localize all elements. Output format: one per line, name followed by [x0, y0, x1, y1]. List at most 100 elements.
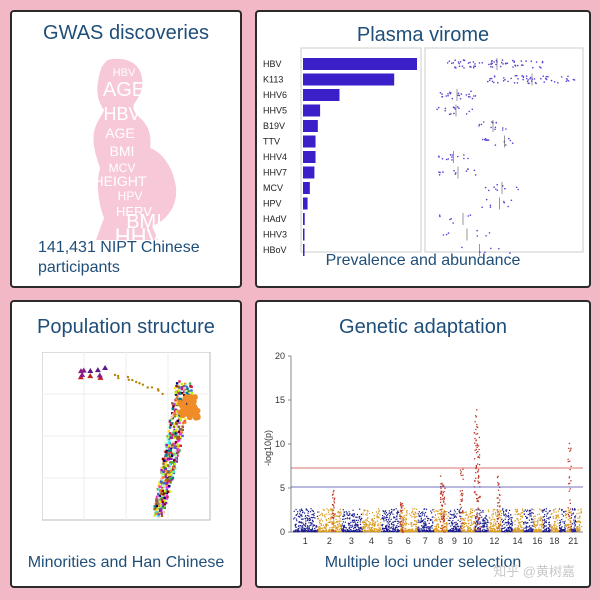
snp-point — [405, 531, 407, 533]
snp-point — [473, 510, 475, 512]
snp-point — [404, 528, 406, 530]
snp-point — [543, 525, 545, 527]
snp-point — [317, 529, 319, 531]
snp-point — [514, 520, 516, 522]
snp-point — [560, 530, 562, 532]
snp-point — [472, 515, 474, 517]
pca-point — [172, 468, 175, 472]
snp-point — [561, 509, 563, 511]
snp-point — [553, 526, 556, 528]
snp-peak-point — [460, 472, 462, 475]
snp-point — [419, 530, 422, 532]
snp-point — [567, 530, 569, 532]
snp-point — [400, 518, 402, 520]
snp-point — [464, 529, 466, 531]
pca-point — [159, 489, 162, 493]
snp-point — [478, 508, 480, 510]
snp-point — [328, 513, 330, 515]
virus-label: HBV — [263, 59, 282, 69]
pca-point — [158, 498, 162, 501]
snp-point — [526, 522, 528, 524]
snp-point — [297, 528, 299, 530]
snp-peak-point — [462, 511, 464, 513]
snp-point — [551, 513, 553, 515]
snp-point — [483, 524, 485, 526]
snp-point — [351, 530, 353, 533]
snp-peak-point — [443, 513, 445, 515]
snp-point — [522, 509, 524, 511]
snp-point — [570, 523, 572, 525]
snp-point — [428, 529, 431, 531]
snp-point — [433, 528, 435, 530]
snp-point — [336, 526, 338, 528]
snp-point — [412, 508, 414, 510]
snp-point — [335, 525, 337, 527]
abundance-point — [438, 174, 441, 176]
snp-point — [457, 525, 459, 527]
prevalence-bar — [303, 89, 340, 101]
snp-point — [475, 520, 477, 522]
snp-point — [506, 531, 508, 533]
snp-point — [388, 523, 390, 526]
abundance-point — [520, 60, 523, 62]
snp-point — [574, 521, 576, 523]
snp-point — [308, 522, 310, 524]
abundance-point — [485, 235, 487, 237]
snp-point — [511, 524, 513, 527]
snp-point — [467, 527, 469, 529]
pca-point — [175, 385, 178, 388]
pca-point — [94, 367, 101, 373]
snp-point — [353, 519, 355, 521]
snp-point — [414, 517, 416, 519]
snp-point — [493, 527, 495, 529]
snp-point — [482, 511, 484, 513]
snp-point — [331, 521, 334, 523]
snp-point — [353, 513, 355, 515]
snp-point — [468, 527, 470, 529]
abundance-point — [491, 59, 493, 62]
abundance-point — [480, 123, 483, 126]
snp-point — [507, 515, 509, 517]
snp-point — [390, 526, 392, 528]
snp-point — [349, 517, 351, 519]
snp-point — [493, 521, 495, 523]
pca-point — [163, 481, 166, 485]
snp-point — [461, 526, 463, 528]
snp-point — [374, 522, 376, 524]
snp-point — [548, 517, 550, 519]
snp-point — [485, 522, 487, 524]
abundance-point — [474, 63, 476, 65]
snp-point — [507, 523, 509, 525]
snp-point — [356, 525, 358, 527]
prevalence-bar — [303, 58, 417, 70]
snp-point — [555, 511, 557, 513]
snp-point — [318, 528, 320, 530]
snp-point — [395, 518, 397, 520]
snp-point — [354, 529, 356, 532]
snp-point — [476, 530, 478, 532]
snp-point — [411, 516, 413, 518]
snp-point — [514, 527, 516, 529]
snp-point — [574, 524, 576, 526]
snp-point — [386, 516, 388, 518]
snp-point — [423, 513, 426, 515]
abundance-point — [465, 170, 468, 172]
pca-point — [159, 504, 162, 507]
snp-point — [378, 509, 380, 511]
snp-point — [488, 531, 491, 533]
snp-point — [464, 523, 466, 525]
snp-point — [404, 523, 406, 525]
abundance-point — [504, 78, 506, 81]
snp-point — [562, 515, 564, 517]
snp-point — [373, 525, 376, 527]
snp-point — [564, 510, 566, 512]
snp-point — [493, 528, 496, 530]
pca-point — [165, 451, 169, 454]
snp-point — [435, 519, 437, 521]
snp-point — [553, 528, 555, 530]
snp-point — [496, 530, 498, 532]
abundance-point — [496, 189, 499, 192]
snp-peak-point — [479, 496, 481, 498]
snp-point — [494, 522, 497, 524]
snp-peak-point — [477, 509, 479, 511]
